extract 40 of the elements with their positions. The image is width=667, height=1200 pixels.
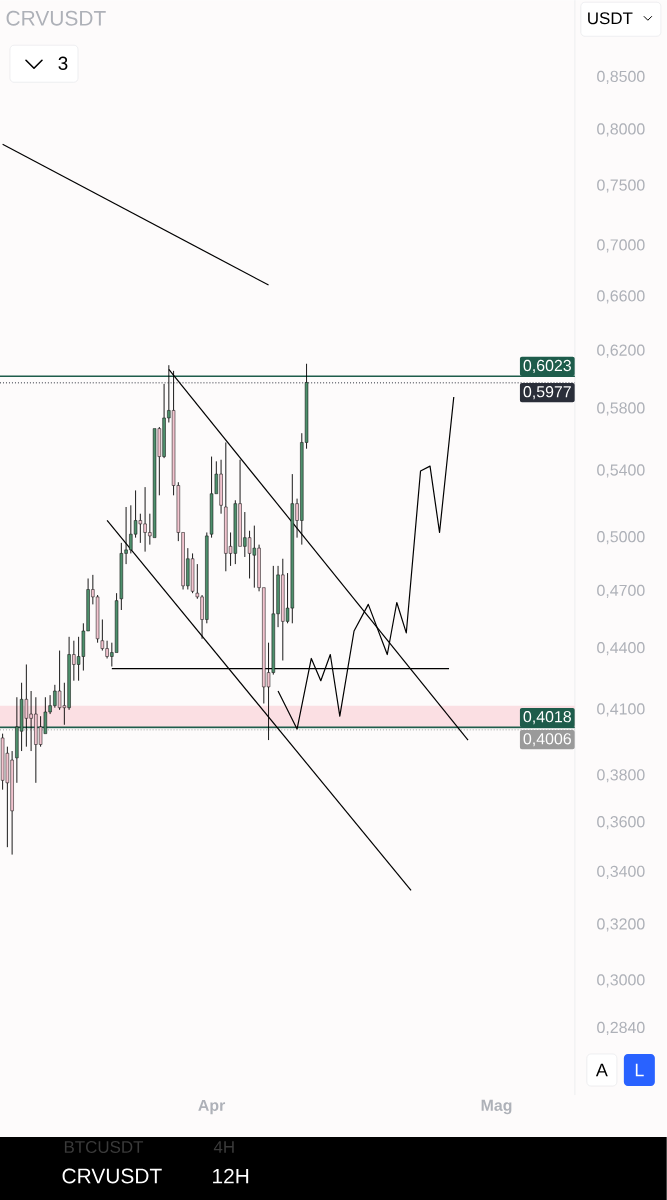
ref-line-label: 0,5977 [523,386,571,400]
y-tick-label: 0,5400 [597,464,645,478]
chart-title: CRVUSDT [6,10,106,26]
y-tick-label: 0,2840 [597,1021,645,1035]
ref-line-label: 0,4018 [523,711,572,725]
y-tick-label: 0,7500 [597,179,645,193]
candlestick [209,456,214,539]
annotation: 3 [58,56,68,70]
x-tick-label: Mag [481,1099,512,1115]
y-tick-label: 0,7000 [597,239,645,253]
candlestick [1,733,5,791]
y-tick-label: 0,6600 [597,290,645,304]
text: BTCUSDT [64,1141,144,1153]
y-tick-label: 0,3400 [597,865,645,879]
text: USDT [588,12,633,25]
candlestick [247,530,252,579]
y-tick-label: 0,5800 [597,402,645,416]
y-tick-label: 0,4100 [597,703,645,717]
ref-line-label: 0,4006 [523,733,572,747]
y-tick-label: 0,6200 [597,344,645,358]
y-tick-label: 0,3200 [597,918,645,932]
y-tick-label: 0,8000 [597,123,645,137]
candlestick [119,542,124,611]
text: A [596,1063,608,1077]
candlestick [190,552,195,594]
y-tick-label: 0,3000 [597,974,645,988]
candlestick [24,664,29,748]
y-tick-label: 0,8500 [597,70,645,84]
y-tick-label: 0,3800 [597,769,645,783]
y-tick-label: 0,3600 [597,816,645,830]
y-tick-label: 0,4700 [597,584,645,598]
y-tick-label: 0,4400 [597,641,645,656]
text: 12H [213,1168,249,1184]
y-tick-label: 0,5000 [597,531,645,545]
text: L [635,1063,644,1077]
text: CRVUSDT [62,1168,162,1184]
candlestick [138,513,143,544]
x-tick-label: Apr [198,1099,226,1115]
ref-line-label: 0,6023 [523,359,572,374]
text: 4H [213,1141,234,1153]
